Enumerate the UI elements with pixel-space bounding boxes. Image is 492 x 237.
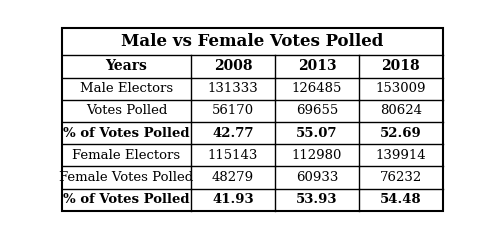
Text: 54.48: 54.48 [380, 193, 422, 206]
Text: % of Votes Polled: % of Votes Polled [63, 193, 189, 206]
Text: 2018: 2018 [381, 59, 420, 73]
Text: 2008: 2008 [214, 59, 252, 73]
Text: 56170: 56170 [212, 105, 254, 118]
Text: 76232: 76232 [380, 171, 422, 184]
Text: 48279: 48279 [212, 171, 254, 184]
Text: 131333: 131333 [208, 82, 258, 95]
Text: 60933: 60933 [296, 171, 338, 184]
Text: 53.93: 53.93 [296, 193, 338, 206]
Text: 52.69: 52.69 [380, 127, 422, 140]
Text: 69655: 69655 [296, 105, 338, 118]
Text: 42.77: 42.77 [213, 127, 254, 140]
Text: Female Electors: Female Electors [72, 149, 181, 162]
Text: 55.07: 55.07 [296, 127, 338, 140]
Text: 41.93: 41.93 [212, 193, 254, 206]
Text: Male Electors: Male Electors [80, 82, 173, 95]
Text: 80624: 80624 [380, 105, 422, 118]
Text: % of Votes Polled: % of Votes Polled [63, 127, 189, 140]
Text: 126485: 126485 [292, 82, 342, 95]
Text: 139914: 139914 [375, 149, 426, 162]
Text: Male vs Female Votes Polled: Male vs Female Votes Polled [121, 33, 383, 50]
Text: Votes Polled: Votes Polled [86, 105, 167, 118]
Text: 115143: 115143 [208, 149, 258, 162]
Text: Years: Years [105, 59, 147, 73]
Text: 153009: 153009 [375, 82, 426, 95]
Text: Female Votes Polled: Female Votes Polled [59, 171, 193, 184]
Text: 112980: 112980 [292, 149, 342, 162]
Text: 2013: 2013 [298, 59, 337, 73]
